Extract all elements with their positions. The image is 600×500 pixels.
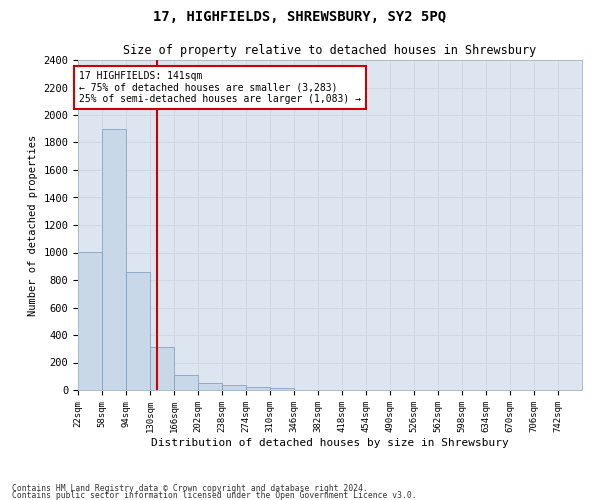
Bar <box>126 272 150 390</box>
Bar <box>102 128 126 390</box>
Bar <box>78 252 102 390</box>
Text: 17, HIGHFIELDS, SHREWSBURY, SY2 5PQ: 17, HIGHFIELDS, SHREWSBURY, SY2 5PQ <box>154 10 446 24</box>
Text: Contains public sector information licensed under the Open Government Licence v3: Contains public sector information licen… <box>12 492 416 500</box>
Bar <box>174 375 198 390</box>
Bar <box>270 388 294 390</box>
Bar <box>246 386 270 390</box>
Y-axis label: Number of detached properties: Number of detached properties <box>28 134 38 316</box>
Bar <box>150 348 174 390</box>
Bar <box>222 384 246 390</box>
X-axis label: Distribution of detached houses by size in Shrewsbury: Distribution of detached houses by size … <box>151 438 509 448</box>
Text: Contains HM Land Registry data © Crown copyright and database right 2024.: Contains HM Land Registry data © Crown c… <box>12 484 368 493</box>
Bar <box>198 383 222 390</box>
Text: 17 HIGHFIELDS: 141sqm
← 75% of detached houses are smaller (3,283)
25% of semi-d: 17 HIGHFIELDS: 141sqm ← 75% of detached … <box>79 71 361 104</box>
Title: Size of property relative to detached houses in Shrewsbury: Size of property relative to detached ho… <box>124 44 536 58</box>
